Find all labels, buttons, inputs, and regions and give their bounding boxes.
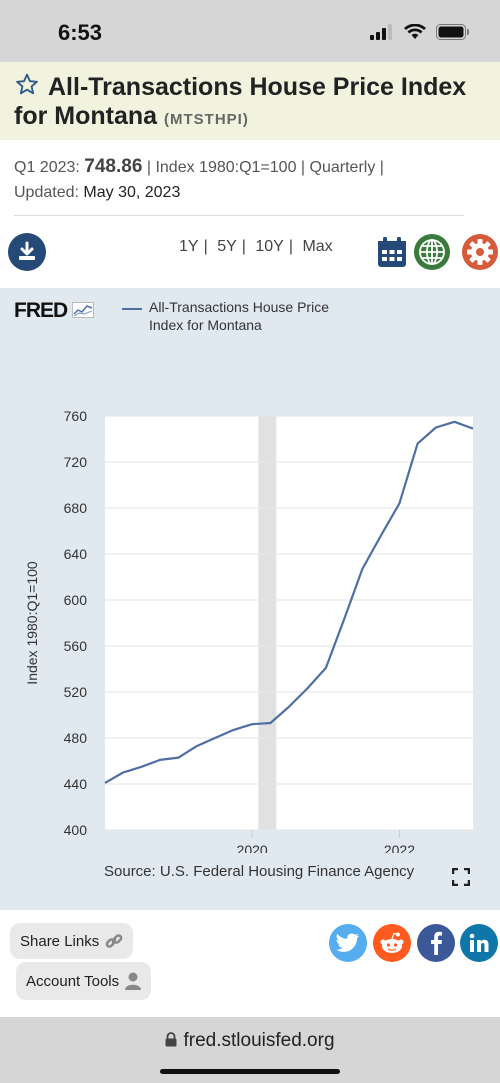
star-icon[interactable] — [14, 72, 40, 97]
index-base: | Index 1980:Q1=100 | — [146, 159, 306, 176]
reddit-button[interactable] — [373, 924, 411, 962]
frequency: Quarterly | — [309, 159, 384, 176]
x-tick-label: 2022 — [384, 842, 415, 853]
reddit-icon — [380, 932, 404, 953]
lock-icon — [165, 1032, 177, 1047]
linkedin-button[interactable] — [460, 924, 498, 962]
y-tick-label: 440 — [64, 776, 88, 792]
series-id: (MTSTHPI) — [164, 111, 249, 128]
page: All-Transactions House Price Index for M… — [0, 62, 500, 1017]
wifi-icon — [404, 24, 426, 39]
y-tick-label: 720 — [64, 454, 88, 470]
latest-value: 748.86 — [84, 156, 143, 177]
twitter-icon — [336, 933, 359, 952]
facebook-button[interactable] — [417, 924, 455, 962]
facebook-icon — [431, 931, 442, 955]
account-tools-button[interactable]: Account Tools — [16, 962, 152, 1000]
calendar-icon[interactable] — [373, 233, 411, 271]
status-icons — [370, 24, 470, 40]
globe-icon[interactable] — [413, 233, 451, 271]
range-separator: | — [203, 238, 208, 255]
share-links-label: Share Links — [20, 932, 100, 950]
y-tick-label: 480 — [64, 730, 88, 746]
address-bar[interactable]: fred.stlouisfed.org — [0, 1030, 500, 1052]
fred-logo-chart-icon — [72, 302, 95, 318]
fullscreen-icon[interactable] — [452, 868, 470, 886]
divider — [14, 215, 464, 216]
range-separator: | — [288, 238, 293, 255]
bottom-links: Share Links Account Tools — [0, 910, 500, 1017]
linkedin-icon — [469, 933, 489, 952]
fred-logo-text: FRED — [14, 299, 68, 322]
twitter-button[interactable] — [329, 924, 367, 962]
status-time: 6:53 — [58, 20, 103, 45]
x-tick-label: 2020 — [237, 842, 268, 853]
home-indicator — [160, 1069, 340, 1074]
chart-source: Source: U.S. Federal Housing Finance Age… — [104, 863, 415, 880]
range-10y[interactable]: 10Y — [255, 238, 284, 255]
toolbar: 1Y | 5Y | 10Y | Max — [0, 225, 500, 285]
y-tick-label: 560 — [64, 638, 88, 654]
range-max[interactable]: Max — [302, 238, 333, 255]
page-title: All-Transactions House Price Index for M… — [14, 72, 486, 134]
chart-container: FRED All-Transactions House Price Index … — [0, 288, 500, 910]
range-selector: 1Y | 5Y | 10Y | Max — [179, 238, 333, 256]
y-axis-label: Index 1980:Q1=100 — [24, 561, 40, 685]
range-5y[interactable]: 5Y — [217, 238, 237, 255]
download-button[interactable] — [8, 233, 46, 271]
share-links-button[interactable]: Share Links — [10, 923, 134, 959]
y-tick-label: 760 — [64, 408, 88, 424]
title-text: All-Transactions House Price Index for M… — [14, 73, 467, 130]
series-meta: Q1 2023: 748.86 | Index 1980:Q1=100 | Qu… — [0, 140, 500, 215]
range-1y[interactable]: 1Y — [179, 238, 199, 255]
account-tools-label: Account Tools — [26, 972, 120, 990]
y-tick-label: 640 — [64, 546, 88, 562]
link-icon — [105, 934, 123, 948]
gear-icon[interactable] — [461, 233, 499, 271]
fred-logo: FRED — [14, 299, 95, 323]
plot-background — [105, 416, 473, 830]
legend-label: All-Transactions House Price Index for M… — [149, 299, 329, 333]
period-label: Q1 2023: — [14, 159, 80, 176]
y-tick-label: 520 — [64, 684, 88, 700]
url-text: fred.stlouisfed.org — [183, 1030, 335, 1051]
status-bar: 6:53 — [0, 0, 500, 62]
y-tick-label: 400 — [64, 822, 88, 838]
line-chart[interactable]: 400 440 480 520 560 600 640 680 720 760 2020 2022 In… — [0, 288, 500, 853]
title-block: All-Transactions House Price Index for M… — [0, 62, 500, 140]
updated-date: May 30, 2023 — [83, 184, 181, 201]
browser-bar: fred.stlouisfed.org — [0, 1017, 500, 1083]
download-icon — [19, 241, 35, 260]
battery-icon — [436, 24, 469, 40]
series-line — [104, 420, 474, 784]
legend-swatch — [122, 308, 142, 310]
range-separator: | — [241, 238, 246, 255]
signal-icon — [370, 24, 392, 40]
y-tick-label: 600 — [64, 592, 88, 608]
updated-label: Updated: — [14, 184, 79, 201]
recession-shading — [258, 416, 277, 830]
user-icon — [125, 972, 142, 990]
y-tick-label: 680 — [64, 500, 88, 516]
